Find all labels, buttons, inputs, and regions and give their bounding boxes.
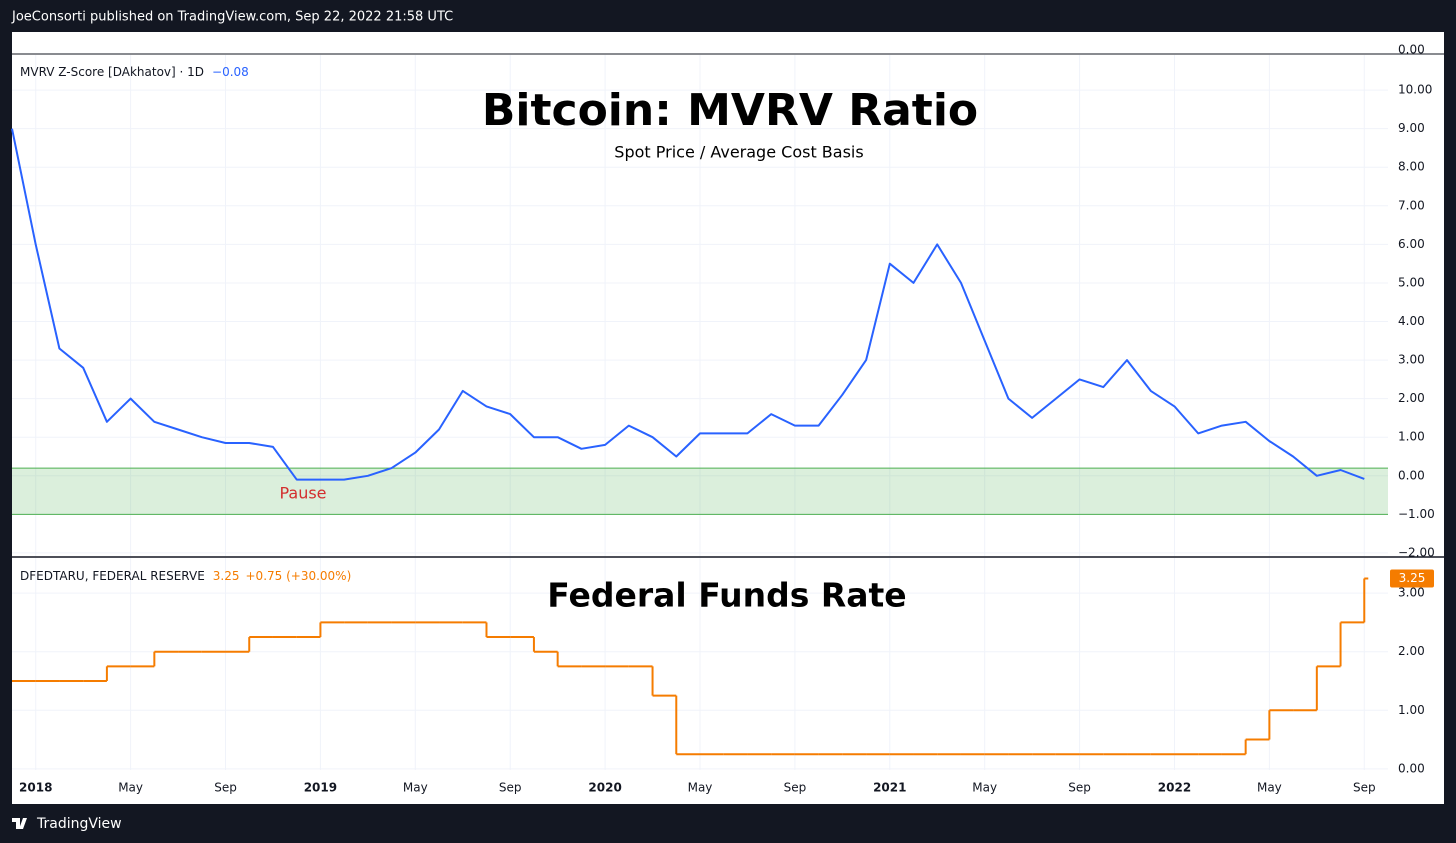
y-tick-label: 2.00 bbox=[1398, 644, 1425, 658]
plots: −2.00 −1.00 0.00 1.00 2.00 3.00 4.00 5.00 6.00 7.… bbox=[11, 55, 1435, 795]
y-tick-label: 7.00 bbox=[1398, 198, 1425, 212]
x-tick-label: 2022 bbox=[1158, 781, 1191, 795]
x-tick-label: May bbox=[118, 781, 143, 795]
y-tick-label: −2.00 bbox=[1398, 545, 1435, 559]
legend-value: −0.08 bbox=[212, 65, 249, 79]
x-tick-label: 2021 bbox=[873, 781, 906, 795]
legend-name: MVRV Z-Score [DAkhatov] · 1D bbox=[20, 65, 204, 79]
chart-area bbox=[12, 32, 1444, 804]
y-tick-label: 5.00 bbox=[1398, 275, 1425, 289]
tradingview-logo bbox=[12, 818, 27, 829]
y-tick-label: 0.00 bbox=[1398, 761, 1425, 775]
x-tick-label: 2019 bbox=[304, 781, 337, 795]
x-tick-label: May bbox=[1257, 781, 1282, 795]
y-tick-label: 6.00 bbox=[1398, 237, 1425, 251]
y-tick-label: 8.00 bbox=[1398, 160, 1425, 174]
y-tick-label: −1.00 bbox=[1398, 507, 1435, 521]
legend: MVRV Z-Score [DAkhatov] · 1D −0.08 bbox=[20, 65, 249, 79]
x-tick-label: Sep bbox=[1068, 781, 1091, 795]
x-tick-label: May bbox=[972, 781, 997, 795]
brand: TradingView bbox=[36, 816, 122, 832]
x-tick-label: 2018 bbox=[19, 781, 52, 795]
y-tick-label: 10.00 bbox=[1398, 83, 1432, 97]
chart-subtitle: Spot Price / Average Cost Basis bbox=[614, 143, 863, 162]
chart-title: Federal Funds Rate bbox=[547, 576, 906, 615]
y-tick-label: 3.00 bbox=[1398, 353, 1425, 367]
x-tick-label: Sep bbox=[1353, 781, 1376, 795]
chart-title: Bitcoin: MVRV Ratio bbox=[482, 85, 978, 136]
price-badge-label: 3.25 bbox=[1399, 571, 1426, 585]
x-tick-label: 2020 bbox=[588, 781, 621, 795]
y-tick-label: 3.00 bbox=[1398, 586, 1425, 600]
x-tick-label: Sep bbox=[784, 781, 807, 795]
y-tick-label: 1.00 bbox=[1398, 703, 1425, 717]
x-tick-label: May bbox=[403, 781, 428, 795]
y-tick-label: 0.00 bbox=[1398, 468, 1425, 482]
zone-band bbox=[12, 468, 1388, 515]
legend-name: DFEDTARU, FEDERAL RESERVE bbox=[20, 569, 205, 583]
x-tick-label: Sep bbox=[214, 781, 237, 795]
price-badge bbox=[1390, 569, 1434, 588]
y-tick-label: 1.00 bbox=[1398, 430, 1425, 444]
x-tick-label: May bbox=[688, 781, 713, 795]
series-line bbox=[11, 128, 1365, 481]
legend: DFEDTARU, FEDERAL RESERVE 3.25 +0.75 (+30.… bbox=[20, 569, 351, 583]
y-tick-label: 9.00 bbox=[1398, 121, 1425, 135]
y-tick-label: 4.00 bbox=[1398, 314, 1425, 328]
publish-info: JoeConsorti published on TradingView.com… bbox=[11, 10, 453, 25]
annotation: Pause bbox=[279, 484, 326, 503]
x-tick-label: Sep bbox=[499, 781, 522, 795]
y-tick-label: 2.00 bbox=[1398, 391, 1425, 405]
top-pane-label: 0.00 bbox=[1398, 43, 1425, 57]
legend-change: +0.75 (+30.00%) bbox=[246, 569, 352, 583]
legend-value: 3.25 bbox=[213, 569, 240, 583]
